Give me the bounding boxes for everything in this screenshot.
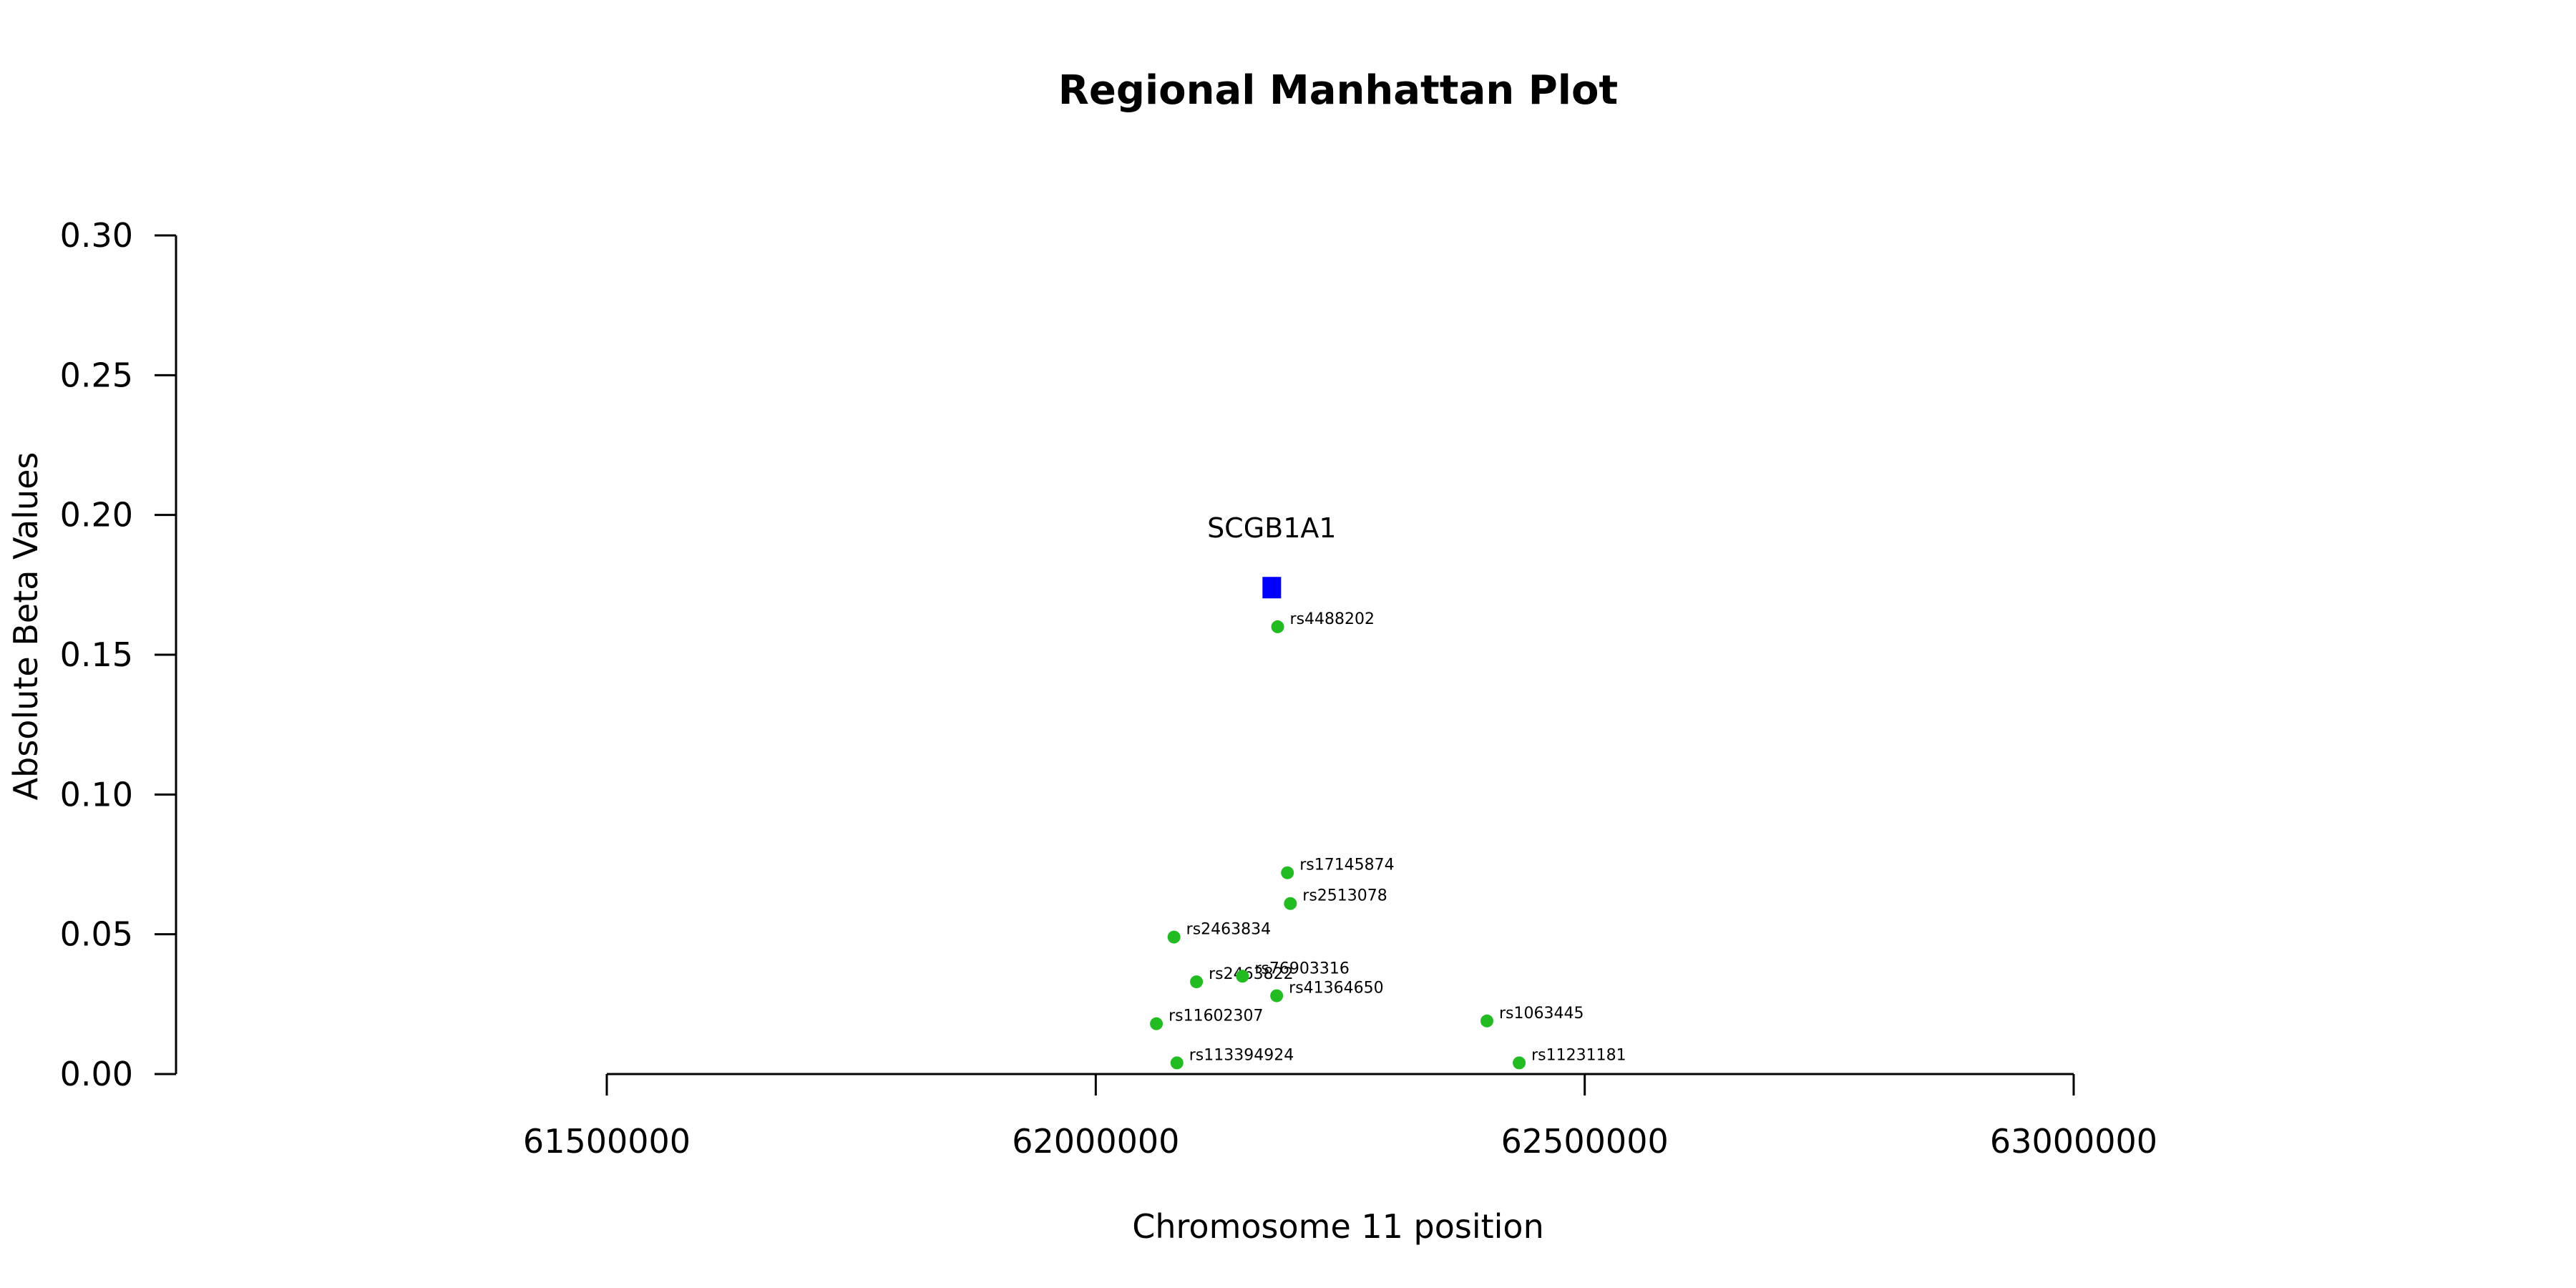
snp-label: rs11602307 bbox=[1169, 1008, 1263, 1025]
snp-label: rs11231181 bbox=[1531, 1046, 1626, 1064]
snp-point bbox=[1281, 866, 1294, 879]
snp-point bbox=[1190, 975, 1204, 989]
snp-label: rs2513078 bbox=[1302, 887, 1387, 905]
snp-label: rs2463834 bbox=[1186, 921, 1272, 939]
x-tick-label: 62000000 bbox=[1012, 1122, 1179, 1161]
snp-label: rs17145874 bbox=[1299, 857, 1394, 874]
snp-label: rs1063445 bbox=[1499, 1005, 1584, 1023]
x-tick-label: 61500000 bbox=[523, 1122, 691, 1161]
gene-marker bbox=[1262, 577, 1282, 599]
y-tick-label: 0.20 bbox=[60, 496, 133, 535]
snp-point bbox=[1170, 1056, 1184, 1070]
y-axis: 0.00 0.05 0.10 0.15 0.20 0.25 0.30 bbox=[60, 216, 177, 1093]
x-axis: 61500000 62000000 62500000 63000000 bbox=[523, 1073, 2157, 1161]
x-tick-label: 62500000 bbox=[1501, 1122, 1669, 1161]
snp-point bbox=[1236, 970, 1249, 983]
y-tick-label: 0.10 bbox=[60, 775, 133, 814]
snp-label: rs76903316 bbox=[1254, 960, 1349, 977]
snp-label: rs2463822 bbox=[1209, 965, 1294, 983]
snp-point bbox=[1271, 620, 1284, 633]
y-tick-label: 0.05 bbox=[60, 915, 133, 954]
snp-label: rs113394924 bbox=[1189, 1046, 1294, 1064]
snp-point bbox=[1270, 989, 1284, 1002]
snp-point bbox=[1480, 1014, 1493, 1028]
y-axis-label: Absolute Beta Values bbox=[6, 452, 45, 801]
y-tick-label: 0.00 bbox=[60, 1055, 133, 1093]
y-tick-label: 0.30 bbox=[60, 216, 133, 255]
snp-points: rs4488202 rs17145874 rs2513078 rs2463834 rs2… bbox=[1150, 610, 1626, 1070]
gene-label: SCGB1A1 bbox=[1207, 512, 1337, 544]
y-tick-label: 0.25 bbox=[60, 356, 133, 394]
snp-point bbox=[1167, 930, 1181, 944]
x-tick-label: 63000000 bbox=[1990, 1122, 2157, 1161]
snp-point bbox=[1513, 1056, 1526, 1070]
chart-title: Regional Manhattan Plot bbox=[1058, 67, 1618, 114]
snp-label: rs41364650 bbox=[1289, 980, 1383, 997]
snp-label: rs4488202 bbox=[1290, 610, 1375, 628]
snp-point bbox=[1284, 897, 1297, 910]
x-axis-label: Chromosome 11 position bbox=[1132, 1207, 1543, 1246]
snp-point bbox=[1150, 1017, 1163, 1030]
y-tick-label: 0.15 bbox=[60, 635, 133, 674]
gene-layer: SCGB1A1 bbox=[1207, 512, 1337, 599]
